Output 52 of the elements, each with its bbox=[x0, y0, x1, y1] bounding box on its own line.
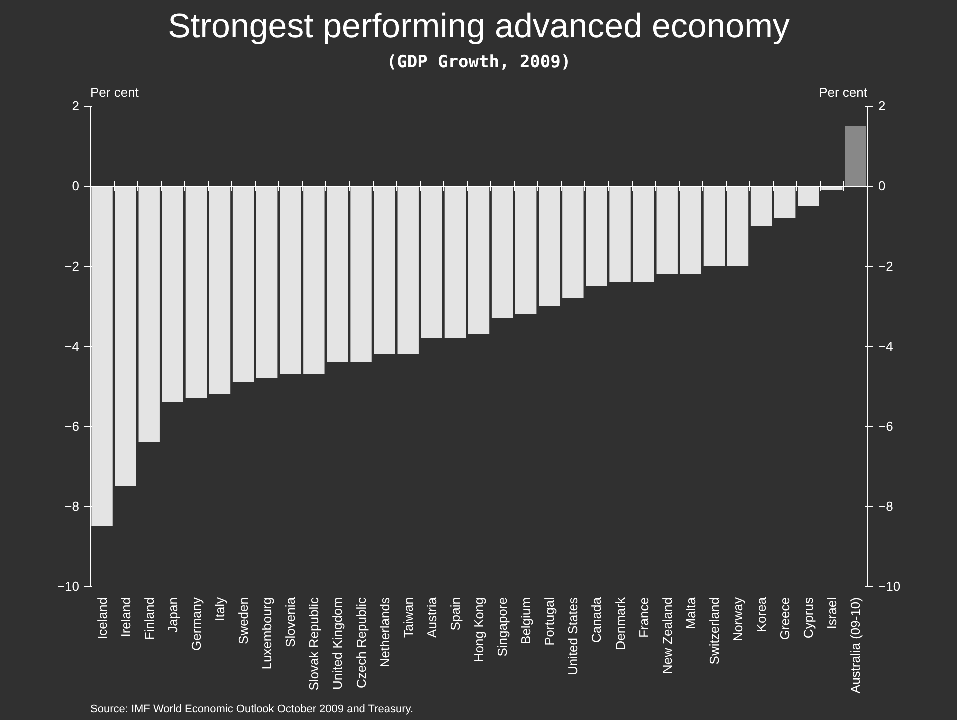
y-tick-label: −2 bbox=[64, 258, 80, 274]
x-tick-label: Czech Republic bbox=[354, 597, 369, 689]
x-tick-label: Greece bbox=[778, 597, 793, 640]
chart-subtitle: (GDP Growth, 2009) bbox=[386, 52, 572, 72]
x-tick-label: Luxembourg bbox=[260, 597, 275, 670]
x-tick-label: Cyprus bbox=[801, 597, 816, 639]
y2-axis-title: Per cent bbox=[819, 85, 868, 100]
x-tick-label: Switzerland bbox=[706, 597, 722, 665]
x-tick-label: Australia (09-10) bbox=[848, 597, 864, 694]
y-tick-label: −10 bbox=[57, 579, 80, 594]
x-tick-label: Korea bbox=[754, 596, 770, 632]
y2-tick-label: 2 bbox=[878, 98, 886, 114]
y-tick-label: −4 bbox=[64, 338, 80, 354]
x-tick-label: Finland bbox=[142, 597, 157, 640]
x-tick-label: Germany bbox=[188, 597, 204, 651]
x-tick-label: United Kingdom bbox=[330, 598, 346, 690]
y2-tick-label: −10 bbox=[878, 579, 901, 594]
x-tick-label: Spain bbox=[448, 598, 463, 631]
x-tick-label: Italy bbox=[212, 597, 228, 622]
x-tick-label: Ireland bbox=[118, 598, 134, 638]
y-axis-title: Per cent bbox=[90, 85, 140, 100]
x-tick-label: Slovenia bbox=[283, 596, 298, 648]
x-tick-label: France bbox=[636, 597, 652, 638]
x-tick-label: Japan bbox=[165, 598, 180, 633]
x-tick-label: Belgium bbox=[518, 597, 534, 644]
x-tick-label: Malta bbox=[683, 596, 698, 630]
x-tick-label: Israel bbox=[824, 597, 840, 630]
y-tick-label: 0 bbox=[72, 178, 80, 194]
x-tick-label: Netherlands bbox=[377, 597, 392, 668]
x-tick-label: Denmark bbox=[612, 597, 628, 650]
y-tick-label: −6 bbox=[64, 418, 80, 434]
x-tick-label: Austria bbox=[424, 596, 440, 638]
y2-tick-label: −2 bbox=[878, 258, 894, 274]
y-tick-label: 2 bbox=[72, 98, 80, 114]
x-tick-label: Slovak Republic bbox=[306, 597, 322, 691]
chart-title: Strongest performing advanced economy bbox=[168, 8, 790, 46]
source-note: Source: IMF World Economic Outlook October 2009 and Treasury. bbox=[90, 704, 414, 716]
x-tick-label: Sweden bbox=[236, 597, 252, 644]
y2-tick-label: −8 bbox=[878, 498, 894, 514]
y2-tick-label: −6 bbox=[878, 418, 894, 434]
y2-tick-label: −4 bbox=[878, 338, 894, 354]
x-tick-label: Norway bbox=[730, 597, 746, 642]
x-tick-label: Singapore bbox=[495, 597, 510, 657]
x-tick-label: United States bbox=[566, 597, 581, 676]
y-tick-label: −8 bbox=[64, 498, 80, 514]
y2-tick-label: 0 bbox=[878, 178, 886, 194]
x-tick-label: Canada bbox=[589, 596, 604, 644]
x-tick-label: Iceland bbox=[94, 598, 110, 640]
x-tick-label: Hong Kong bbox=[472, 597, 486, 663]
x-tick-label: Taiwan bbox=[400, 598, 416, 638]
x-tick-label: Portugal bbox=[542, 597, 558, 646]
x-tick-label: New Zealand bbox=[660, 597, 675, 674]
